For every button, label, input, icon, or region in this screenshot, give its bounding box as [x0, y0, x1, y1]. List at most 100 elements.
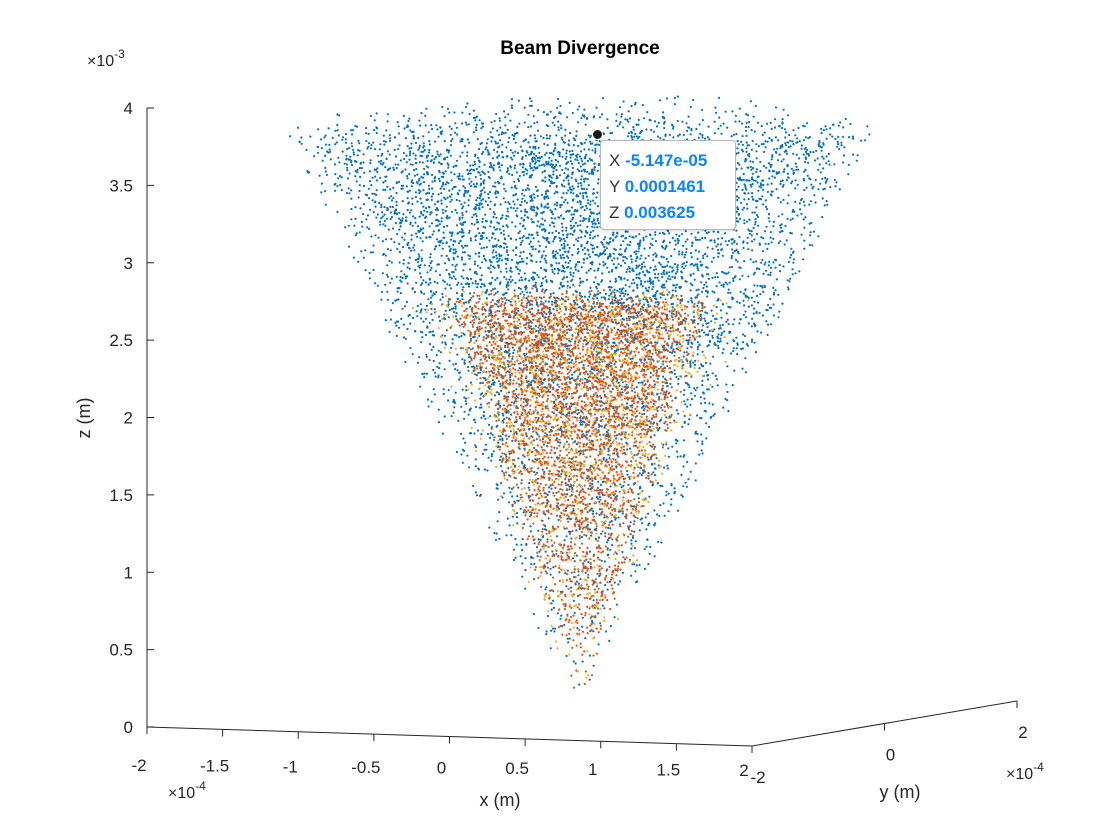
scatter-point [762, 272, 765, 275]
scatter-point [387, 248, 390, 251]
scatter-point [591, 244, 594, 247]
scatter-point [568, 186, 571, 189]
scatter-point [488, 293, 491, 296]
scatter-point [390, 195, 393, 198]
scatter-point [514, 141, 517, 144]
scatter-point [577, 269, 580, 272]
scatter-point [548, 490, 551, 493]
scatter-point [727, 291, 730, 294]
scatter-point [800, 212, 803, 215]
scatter-point [567, 478, 571, 481]
scatter-point [316, 151, 320, 154]
scatter-point [751, 139, 754, 143]
scatter-point [528, 252, 532, 255]
scatter-point [470, 222, 473, 225]
scatter-point [641, 285, 644, 288]
scatter-point [419, 190, 422, 193]
scatter-point [344, 141, 348, 144]
scatter-point [752, 115, 755, 118]
scatter-point [496, 156, 499, 159]
scatter-point [754, 179, 757, 182]
scatter-point [482, 182, 485, 185]
scatter-point [756, 284, 759, 287]
scatter-point [701, 134, 704, 137]
scatter-point [461, 298, 464, 301]
scatter-point [566, 266, 569, 269]
scatter-point [380, 206, 383, 209]
scatter-point [320, 147, 323, 150]
scatter-point [513, 132, 517, 135]
scatter-point [761, 195, 764, 198]
scatter-point [525, 201, 529, 204]
scatter-point [565, 405, 568, 408]
scatter-point [603, 560, 607, 563]
scatter-point [539, 135, 543, 138]
scatter-point [610, 519, 613, 523]
scatter-point [770, 127, 773, 130]
scatter-point [548, 231, 551, 234]
scatter-point [642, 303, 646, 306]
scatter-point [528, 146, 532, 149]
scatter-point [493, 245, 496, 248]
scatter-point [696, 440, 699, 443]
scatter-point [478, 255, 481, 258]
scatter-point [450, 307, 453, 311]
scatter-point [614, 490, 618, 493]
scatter-point [555, 262, 558, 265]
scatter-point [474, 280, 477, 283]
scatter-point [533, 377, 536, 380]
scatter-point [651, 288, 654, 291]
scatter-point [469, 164, 472, 167]
scatter-point [512, 249, 515, 252]
scatter-point [591, 168, 594, 171]
scatter-point [534, 137, 537, 140]
scatter-point [671, 351, 674, 354]
scatter-point [536, 555, 539, 558]
scatter-point [582, 562, 585, 565]
scatter-point [524, 278, 527, 281]
scatter-point [567, 256, 570, 259]
scatter-point [413, 249, 416, 252]
scatter-point [713, 413, 716, 416]
scatter-point [809, 200, 813, 203]
scatter-point [491, 157, 495, 160]
scatter-point [662, 360, 665, 363]
scatter-point [384, 319, 387, 322]
scatter-point [544, 588, 547, 591]
scatter-point [375, 193, 378, 196]
scatter-point [419, 303, 422, 306]
scatter-point [662, 502, 665, 505]
scatter-point [468, 182, 471, 185]
scatter-point [529, 153, 533, 156]
scatter-point [612, 263, 615, 266]
scatter-point [431, 318, 434, 322]
scatter-point [560, 238, 563, 241]
scatter-point [554, 305, 557, 308]
scatter-point [802, 258, 805, 261]
scatter-point [484, 309, 487, 312]
scatter-point [544, 192, 548, 195]
scatter-point [651, 244, 654, 247]
scatter-point [536, 288, 539, 291]
scatter-point [682, 393, 686, 396]
scatter-point [583, 162, 587, 165]
scatter-point [769, 121, 772, 124]
scatter-point [491, 127, 494, 130]
scatter-point [583, 187, 586, 191]
scatter-point [363, 171, 366, 174]
scatter-point [540, 267, 543, 270]
scatter-point [684, 381, 688, 384]
scatter-point [418, 215, 421, 218]
scatter-point [390, 216, 394, 219]
scatter-point [754, 220, 757, 224]
scatter-point [500, 150, 503, 153]
scatter-point [527, 153, 531, 156]
scatter-point [464, 221, 467, 224]
scatter-point [572, 187, 575, 190]
scatter-point [593, 528, 596, 531]
scatter-point [296, 126, 300, 129]
scatter-point [567, 344, 571, 347]
scatter-point [488, 436, 492, 440]
scatter-point [687, 300, 690, 303]
scatter-point [334, 182, 337, 185]
